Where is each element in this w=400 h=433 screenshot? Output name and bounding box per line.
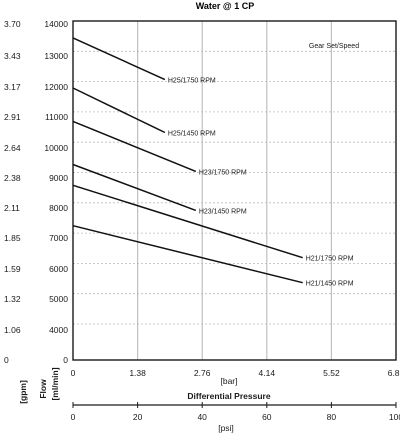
x-psi-tick-label: 60 (262, 412, 272, 422)
y-gpm-tick-label: 2.91 (4, 112, 21, 122)
x-axis-title: Differential Pressure (187, 391, 270, 401)
x-bar-label: [bar] (220, 376, 237, 386)
legend-title: Gear Set/Speed (309, 43, 359, 50)
x-psi-tick-label: 20 (133, 412, 143, 422)
series-label: H21/1450 RPM (306, 281, 354, 288)
y-mlmin-tick-label: 7000 (49, 233, 68, 243)
x-bar-tick-label: 2.76 (194, 368, 211, 378)
series-label: H25/1450 RPM (168, 130, 216, 137)
series-labels: H25/1750 RPM H25/1450 RPM H23/1750 RPM H23/… (168, 78, 354, 288)
y-gpm-tick-label: 2.11 (4, 203, 20, 213)
series-label: H21/1750 RPM (306, 256, 354, 263)
series-line (72, 120, 197, 173)
y-mlmin-tick-label: 6000 (49, 264, 68, 274)
x-bar-ticks: 0 1.38 2.76 4.14 5.52 6.89 (71, 368, 400, 378)
y-gpm-tick-label: 1.59 (4, 264, 21, 274)
y-gpm-tick-label: 1.85 (4, 233, 21, 243)
y-mlmin-tick-label: 12000 (44, 82, 68, 92)
x-psi-tick-label: 100 (389, 412, 400, 422)
y-gpm-ticks: 0 1.06 1.32 1.59 1.85 2.11 2.38 2.64 2.91 3.17 3.4… (4, 19, 21, 365)
series-label: H23/1750 RPM (199, 169, 247, 176)
series-line (72, 184, 303, 259)
x-bar-tick-label: 1.38 (129, 368, 146, 378)
grid (73, 21, 396, 360)
series-line (72, 37, 166, 81)
x-bar-tick-label: 6.89 (388, 368, 400, 378)
y-gpm-tick-label: 3.17 (4, 82, 21, 92)
plot-frame (72, 20, 397, 361)
series-line (72, 87, 166, 134)
y-gpm-tick-label: 3.70 (4, 19, 21, 29)
y-gpm-tick-label: 2.64 (4, 143, 21, 153)
y-gpm-tick-label: 1.32 (4, 294, 21, 304)
y-gpm-tick-label: 2.38 (4, 173, 21, 183)
y-mlmin-tick-label: 11000 (45, 112, 68, 122)
y-mlmin-label: [ml/min] (50, 367, 60, 400)
series-line (72, 163, 197, 212)
x-psi-tick-label: 80 (327, 412, 337, 422)
chart-title: Water @ 1 CP (196, 1, 254, 11)
x-bar-tick-label: 5.52 (323, 368, 340, 378)
series-lines (72, 37, 303, 284)
x-bar-tick-label: 0 (71, 368, 76, 378)
y-mlmin-tick-label: 8000 (49, 203, 68, 213)
y-mlmin-tick-label: 4000 (49, 325, 68, 335)
y-mlmin-tick-label: 9000 (49, 173, 68, 183)
x-psi-label: [psi] (218, 423, 234, 433)
y-mlmin-tick-label: 14000 (44, 19, 68, 29)
y-mlmin-tick-label: 0 (63, 355, 68, 365)
x-psi-tick-label: 0 (71, 412, 76, 422)
y-mlmin-tick-label: 10000 (44, 143, 68, 153)
x-bar-tick-label: 4.14 (259, 368, 276, 378)
y-flow-label: Flow (38, 379, 48, 399)
y-gpm-label: [gpm] (18, 380, 28, 404)
y-gpm-tick-label: 1.06 (4, 325, 21, 335)
y-mlmin-tick-label: 13000 (44, 51, 68, 61)
y-gpm-tick-label: 0 (4, 355, 9, 365)
y-mlmin-tick-label: 5000 (49, 294, 68, 304)
series-label: H23/1450 RPM (199, 208, 247, 215)
x-psi-ticks: 0 20 40 60 80 100 (71, 402, 400, 422)
x-psi-tick-label: 40 (197, 412, 207, 422)
y-gpm-tick-label: 3.43 (4, 51, 21, 61)
y-mlmin-ticks: 0 4000 5000 6000 7000 8000 9000 10000 11000 12000… (44, 19, 68, 365)
series-label: H25/1750 RPM (168, 78, 216, 85)
series-line (72, 224, 303, 284)
